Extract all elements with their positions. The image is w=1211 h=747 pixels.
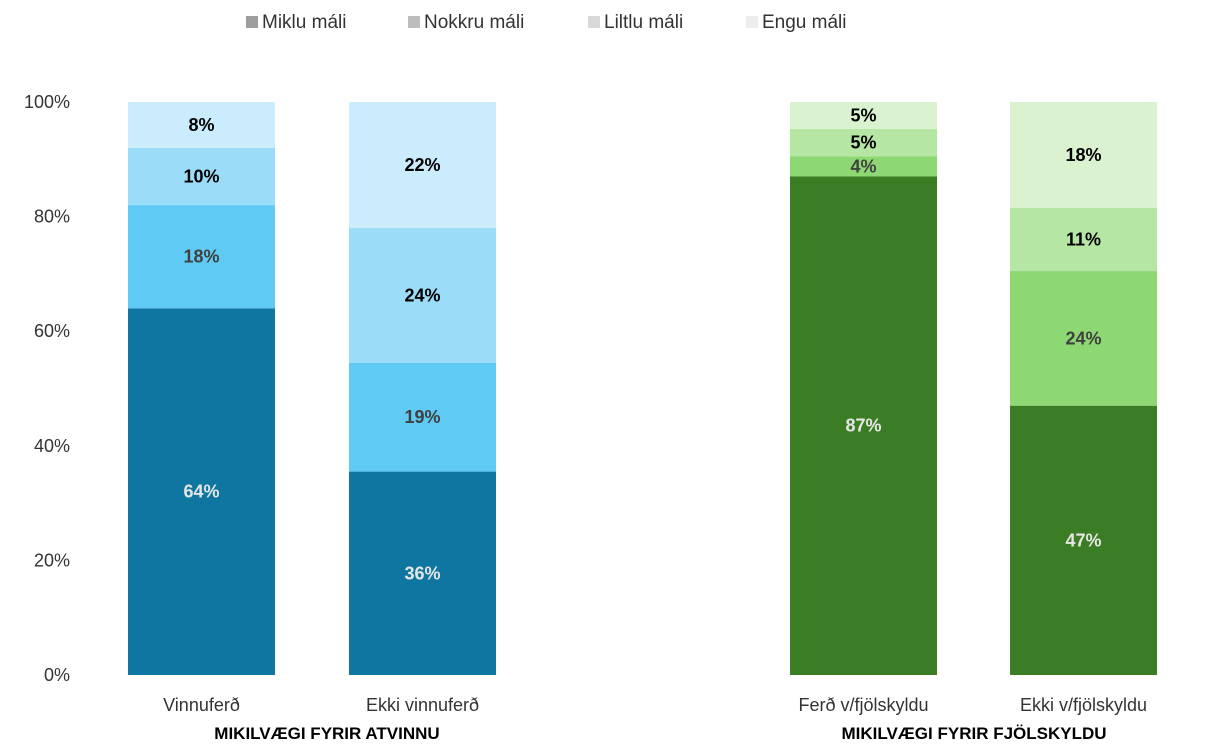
- category-label: Ekki vinnuferð: [366, 695, 479, 715]
- bar-segment-nokkru-mali: [790, 156, 937, 177]
- data-label: 22%: [404, 155, 440, 175]
- bar-segment-liltlu-mali: [128, 147, 275, 206]
- category-label: Vinnuferð: [163, 695, 240, 715]
- y-tick-label: 100%: [24, 92, 70, 112]
- legend-swatch: [746, 16, 758, 28]
- legend-item-miklu-mali: Miklu máli: [246, 12, 346, 33]
- group-label: MIKILVÆGI FYRIR FJÖLSKYLDU: [841, 724, 1106, 743]
- bar-ekki-vinnufer: [349, 102, 496, 675]
- bar-segment-nokkru-mali: [1010, 271, 1157, 406]
- y-tick-label: 0%: [44, 665, 70, 685]
- data-label: 4%: [850, 156, 876, 176]
- bar-segment-engu-mali: [128, 102, 275, 148]
- data-labels: 64% 18% 10% 8% 36% 19% 24% 22% 87% 4% 5% 5% 47% 24% 11…: [183, 105, 1101, 583]
- legend-label: Engu máli: [762, 12, 847, 33]
- data-label: 18%: [183, 247, 219, 267]
- bar-segment-engu-mali: [1010, 102, 1157, 209]
- bar-segment-miklu-mali: [128, 308, 275, 675]
- legend-swatch: [246, 16, 258, 28]
- data-label: 11%: [1066, 230, 1101, 250]
- legend-item-liltlu-mali: Liltlu máli: [588, 12, 683, 33]
- category-label: Ekki v/fjölskyldu: [1020, 695, 1147, 715]
- bar-segment-miklu-mali: [790, 176, 937, 676]
- bar-ekki-v-fjolskyldu: [1010, 102, 1157, 675]
- y-tick-label: 60%: [34, 321, 70, 341]
- bar-segment-nokkru-mali: [128, 205, 275, 309]
- bar-segment-liltlu-mali: [790, 128, 937, 157]
- legend-item-nokkru-mali: Nokkru máli: [408, 12, 524, 33]
- y-tick-label: 20%: [34, 550, 70, 570]
- legend-label: Nokkru máli: [424, 12, 524, 33]
- group-label: MIKILVÆGI FYRIR ATVINNU: [214, 724, 439, 743]
- y-axis: 0% 20% 40% 60% 80% 100%: [24, 92, 70, 685]
- bar-segment-miklu-mali: [349, 471, 496, 675]
- data-label: 87%: [845, 416, 881, 436]
- group-labels: MIKILVÆGI FYRIR ATVINNU MIKILVÆGI FYRIR F…: [214, 724, 1106, 743]
- data-label: 36%: [404, 563, 440, 583]
- legend-swatch: [408, 16, 420, 28]
- data-label: 8%: [188, 115, 214, 135]
- category-label: Ferð v/fjölskyldu: [798, 695, 928, 715]
- data-label: 24%: [1065, 328, 1101, 348]
- bar-vinnufer: [128, 102, 275, 675]
- legend: Miklu máli Nokkru máli Liltlu máli Engu mál…: [246, 12, 847, 33]
- data-label: 18%: [1065, 145, 1101, 165]
- legend-item-engu-mali: Engu máli: [746, 12, 847, 33]
- data-label: 64%: [183, 482, 219, 502]
- bar-segment-miklu-mali: [1010, 405, 1157, 675]
- bar-segment-engu-mali: [790, 102, 937, 129]
- bar-segment-nokkru-mali: [349, 362, 496, 472]
- data-label: 47%: [1065, 530, 1101, 550]
- data-label: 10%: [183, 166, 219, 186]
- bars: [128, 102, 1157, 676]
- data-label: 5%: [850, 105, 876, 125]
- bar-segment-liltlu-mali: [349, 228, 496, 363]
- bar-segment-engu-mali: [349, 102, 496, 229]
- data-label: 19%: [404, 407, 440, 427]
- bar-segment-liltlu-mali: [1010, 208, 1157, 272]
- data-label: 24%: [404, 285, 440, 305]
- data-label: 5%: [850, 133, 876, 153]
- y-tick-label: 80%: [34, 207, 70, 227]
- category-labels: Vinnuferð Ekki vinnuferð Ferð v/fjölskyldu…: [163, 695, 1147, 715]
- y-tick-label: 40%: [34, 436, 70, 456]
- legend-label: Liltlu máli: [604, 12, 683, 33]
- legend-label: Miklu máli: [262, 12, 346, 33]
- bar-fer-v-fjolskyldu: [790, 102, 937, 676]
- legend-swatch: [588, 16, 600, 28]
